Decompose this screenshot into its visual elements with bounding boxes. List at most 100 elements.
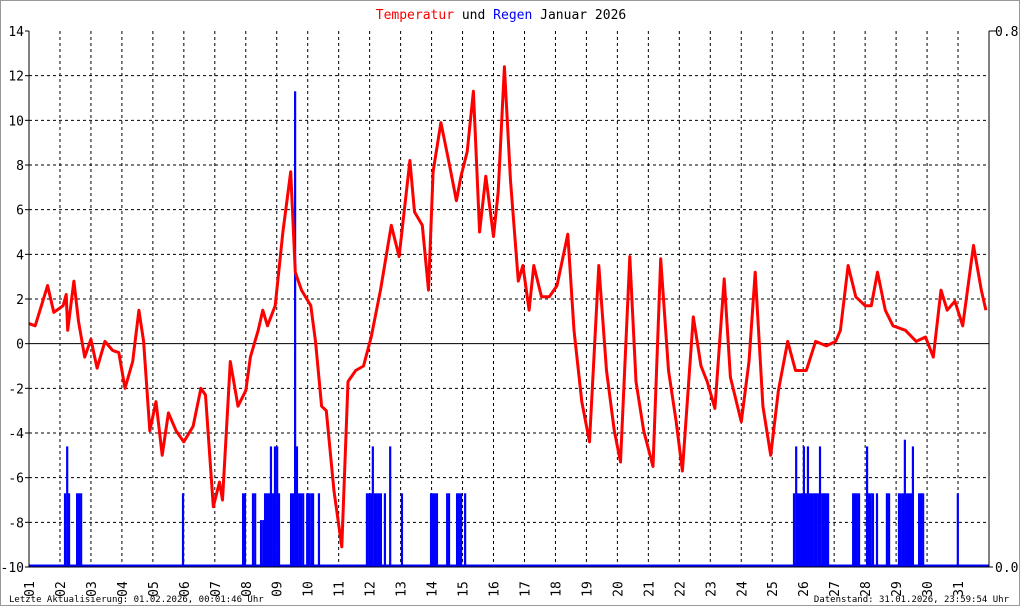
- x-tick-label: 29: [890, 581, 905, 597]
- rain-bar: [806, 446, 810, 567]
- rain-bar: [867, 493, 871, 567]
- rain-bar: [800, 493, 804, 567]
- x-tick-label: 04: [116, 581, 131, 597]
- temperature-series: [28, 65, 988, 549]
- x-tick-label: 22: [673, 581, 688, 597]
- title-rain: Regen: [493, 8, 532, 23]
- rain-bar: [375, 493, 378, 567]
- rain-bar: [918, 493, 921, 567]
- x-tick-label: 30: [921, 581, 936, 597]
- x-tick-label: 25: [766, 581, 781, 597]
- axes: 01 02 03 04 05 06 07 08 09 10 11 12 13 14 15 16 17 18 19 20…: [1, 25, 1018, 597]
- rain-bar: [268, 493, 271, 567]
- y-tick-label: 8: [16, 159, 24, 174]
- rain-bar: [905, 493, 909, 567]
- rain-bar: [181, 493, 185, 567]
- rain-bar: [369, 493, 373, 567]
- rain-bar: [66, 446, 69, 567]
- rain-bar: [289, 493, 293, 567]
- y-tick-label: 2: [16, 293, 24, 308]
- rain-bar: [447, 493, 451, 567]
- y-tick-label: 6: [16, 204, 24, 219]
- rain-bar: [446, 493, 449, 567]
- rain-bar: [817, 493, 820, 567]
- rain-bar: [455, 493, 459, 567]
- x-tick-label: 28: [859, 581, 874, 597]
- rain-bar: [254, 493, 257, 567]
- rain-bar: [67, 493, 71, 567]
- rain-bar: [464, 493, 467, 567]
- rain-bar: [294, 91, 297, 568]
- rain-bar: [277, 493, 281, 567]
- x-tick-label: 21: [642, 581, 657, 597]
- x-tick-label: 17: [518, 581, 533, 597]
- x-tick-label: 14: [426, 581, 441, 597]
- rain-bar: [871, 493, 875, 567]
- rain-bar: [852, 493, 855, 567]
- x-tick-label: 09: [271, 581, 286, 597]
- rain-bar: [273, 446, 277, 567]
- x-tick-label: 11: [333, 581, 348, 597]
- rain-bar: [368, 493, 371, 567]
- rain-bar: [869, 493, 872, 567]
- rain-bar: [241, 493, 245, 567]
- rain-bar: [272, 493, 275, 567]
- rain-bar: [400, 493, 404, 567]
- rain-bar: [80, 493, 83, 567]
- x-tick-label: 02: [54, 581, 69, 597]
- y-tick-label: 14: [8, 25, 24, 40]
- rain-bar: [298, 493, 301, 567]
- rain-bar: [814, 493, 818, 567]
- y-tick-label: -10: [1, 561, 24, 576]
- x-tick-label: 16: [488, 581, 503, 597]
- rain-bar: [377, 493, 381, 567]
- x-tick-label: 12: [364, 581, 379, 597]
- rain-bar: [919, 493, 923, 567]
- rain-bar: [365, 493, 369, 567]
- rain-bar: [259, 520, 263, 567]
- rain-bar: [373, 493, 377, 567]
- rain-bar: [63, 493, 67, 567]
- rain-bar: [383, 493, 387, 567]
- rain-bar: [311, 493, 315, 567]
- rain-bar: [389, 446, 392, 567]
- rain-bar: [822, 493, 826, 567]
- rain-bar: [857, 493, 861, 567]
- rain-bar: [798, 493, 801, 567]
- rain-bar: [796, 493, 800, 567]
- rain-bar: [299, 493, 303, 567]
- rain-bar: [302, 493, 305, 567]
- rain-bar: [291, 493, 295, 567]
- rain-bar: [804, 493, 808, 567]
- rain-bar: [824, 493, 827, 567]
- data-status-text: Datenstand: 31.01.2026, 23:59:54 Uhr: [814, 595, 1010, 605]
- rain-bar: [818, 446, 822, 567]
- rain-bar: [243, 493, 247, 567]
- rain-bar: [262, 520, 265, 567]
- rain-bar: [317, 493, 321, 567]
- rain-bar: [855, 493, 858, 567]
- x-tick-label: 03: [85, 581, 100, 597]
- title-month: Januar 2026: [540, 8, 626, 23]
- rain-bar: [809, 493, 812, 567]
- rain-bar: [887, 493, 891, 567]
- x-tick-label: 07: [209, 581, 224, 597]
- x-tick-label: 31: [952, 581, 967, 597]
- rain-bar: [460, 493, 463, 567]
- rain-bar: [276, 446, 279, 567]
- y-tick-label: 0: [16, 338, 24, 353]
- rain-bar: [265, 493, 269, 567]
- rain-bar: [295, 446, 299, 567]
- rain-bar: [907, 493, 910, 567]
- x-tick-label: 06: [178, 581, 193, 597]
- rain-bar: [457, 493, 461, 567]
- x-tick-label: 27: [828, 581, 843, 597]
- title-temperature: Temperatur: [376, 8, 454, 23]
- rain-bar: [956, 493, 959, 567]
- rain-bar: [433, 493, 437, 567]
- y-tick-label: -8: [8, 516, 24, 531]
- y-tick-label: 10: [8, 114, 24, 129]
- title-and: und: [462, 8, 485, 23]
